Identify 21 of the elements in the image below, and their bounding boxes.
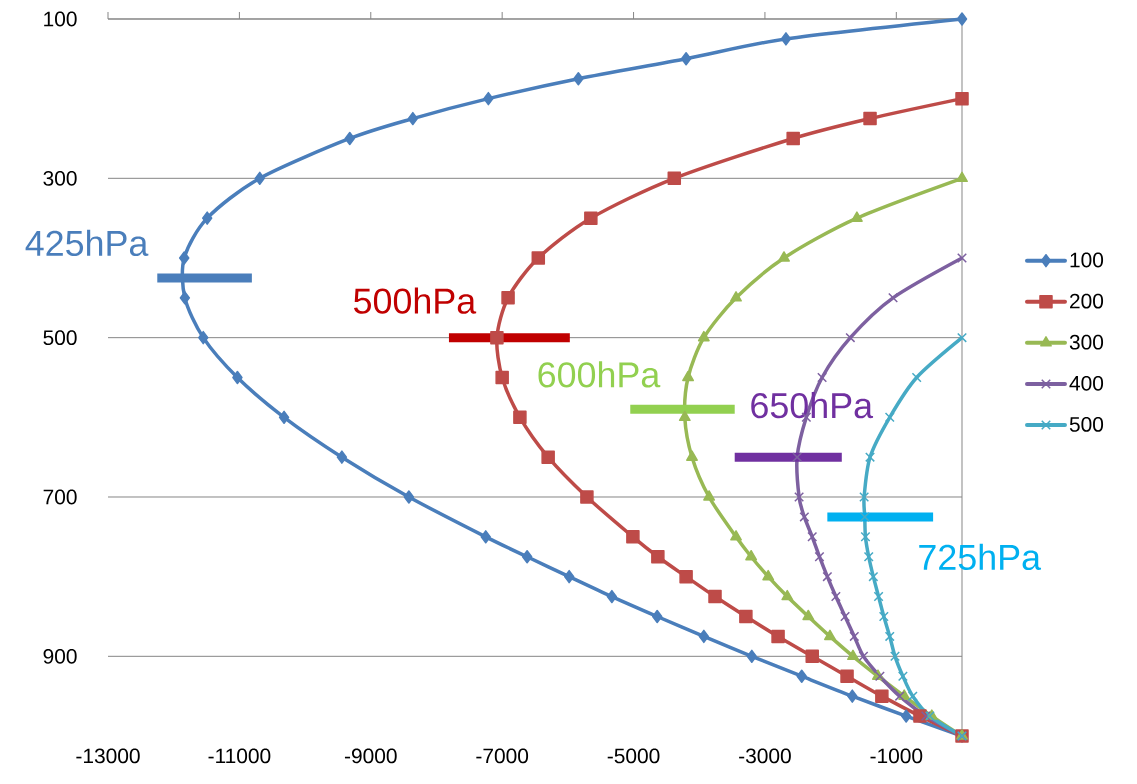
annotation: 500hPa [354, 287, 477, 314]
annotation: 425hPa [25, 229, 149, 257]
x-tick-label: -1000 [870, 748, 923, 764]
annotation: 600hPa [538, 361, 661, 388]
legend-label: 400 [1069, 375, 1104, 391]
y-tick-label: 700 [43, 489, 77, 505]
x-tick-label: -5000 [607, 748, 660, 764]
x-tick-label: -9000 [344, 748, 397, 764]
legend-label: 100 [1070, 252, 1104, 268]
y-tick-label: 500 [43, 330, 77, 346]
legend-label: 300 [1069, 334, 1104, 350]
y-tick-label: 100 [44, 11, 77, 27]
y-tick-label: 900 [43, 648, 77, 664]
x-tick-label: -3000 [739, 748, 791, 764]
legend-label: 200 [1070, 293, 1104, 309]
legend-label: 500 [1069, 416, 1104, 432]
y-tick-label: 300 [43, 170, 77, 186]
annotation: 725hPa [919, 543, 1042, 571]
x-tick-label: -13000 [76, 748, 140, 764]
x-tick-label: -7000 [476, 748, 529, 764]
x-tick-label: -11000 [208, 748, 271, 764]
